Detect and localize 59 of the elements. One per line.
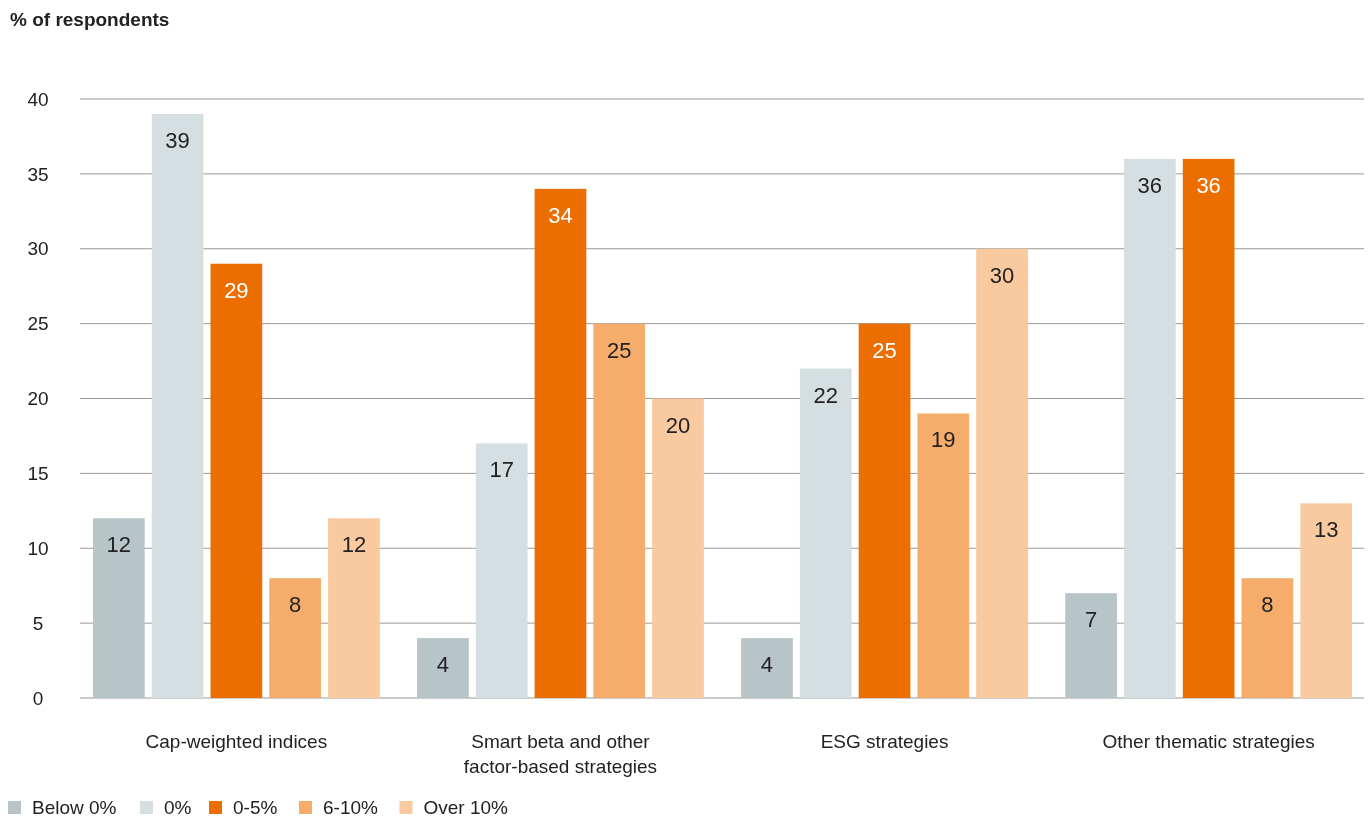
legend-label: Below 0% [32,797,117,818]
legend-label: Over 10% [423,797,509,818]
legend-label: 6-10% [323,797,379,818]
x-tick-label: ESG strategies [820,731,949,752]
bar [1182,158,1235,698]
bar [741,638,793,698]
data-label: 4 [436,652,450,678]
legend-label: 0% [164,797,192,818]
bar [976,248,1028,698]
bar [858,323,911,698]
data-label: 22 [813,382,839,408]
bar [328,518,380,698]
y-tick-label: 40 [27,88,49,110]
bar [534,188,587,698]
bar [799,368,852,698]
y-tick-label: 0 [32,687,44,709]
data-label: 39 [165,127,190,153]
bar [593,323,646,698]
bar [1065,593,1117,698]
bar [269,578,322,698]
bar [652,398,704,698]
y-axis-title: % of respondents [10,9,170,30]
legend-label: 0-5% [233,797,278,818]
data-label: 19 [931,427,956,453]
data-label: 25 [606,337,632,363]
data-label: 8 [1261,592,1274,618]
bar [917,413,970,698]
bar [1123,158,1176,698]
data-label: 29 [224,277,249,303]
bar [210,263,263,698]
y-tick-label: 5 [32,612,44,634]
data-label: 13 [1313,517,1339,543]
data-label: 12 [341,532,367,558]
data-label: 4 [760,652,774,678]
data-label: 30 [989,262,1015,288]
data-label: 7 [1084,607,1098,633]
y-tick-label: 10 [27,537,49,559]
data-label: 17 [489,457,514,483]
y-tick-label: 25 [27,313,49,335]
data-label: 36 [1196,172,1221,198]
bar [1300,503,1353,698]
data-label: 34 [548,202,573,228]
data-label: 12 [106,532,132,558]
data-label: 20 [665,412,691,438]
y-tick-label: 30 [27,238,49,260]
x-tick-label: Other thematic strategies [1102,731,1315,752]
x-tick-label: Cap-weighted indices [145,731,328,752]
data-label: 8 [289,592,302,618]
bar [151,113,204,698]
data-label: 36 [1137,172,1163,198]
bar [1241,578,1294,698]
bar [475,443,528,698]
bar [417,638,469,698]
bar [92,518,145,698]
y-tick-label: 15 [27,463,49,485]
x-tick-label: Smart beta and other factor-based strategies [463,731,658,777]
data-label: 25 [872,337,897,363]
y-tick-label: 35 [27,163,49,185]
y-tick-label: 20 [27,388,49,410]
